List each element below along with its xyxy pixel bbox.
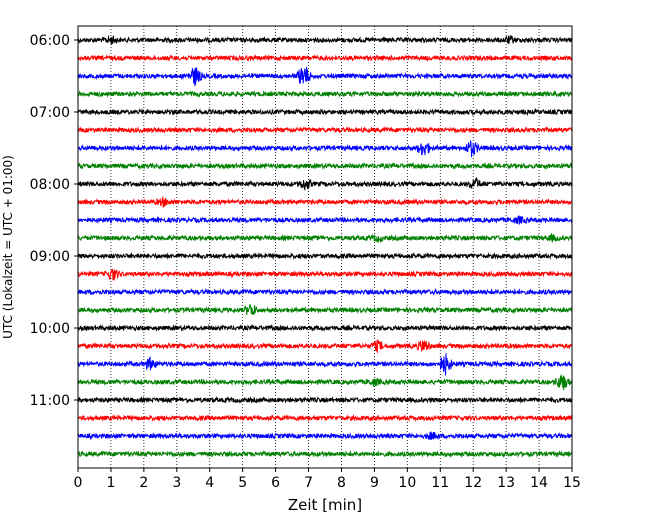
- x-tick-label: 8: [337, 475, 346, 491]
- x-tick-label: 2: [139, 475, 148, 491]
- x-tick-label: 13: [497, 475, 515, 491]
- trace-group: [77, 34, 573, 459]
- y-tick-label: 08:00: [30, 177, 70, 193]
- seismic-trace: [77, 414, 573, 423]
- y-tick-label: 06:00: [30, 33, 70, 49]
- seismic-trace: [77, 176, 573, 191]
- seismic-trace: [77, 323, 573, 332]
- seismic-trace: [77, 252, 573, 261]
- x-tick-label: 12: [464, 475, 482, 491]
- x-tick-label: 4: [205, 475, 214, 491]
- seismic-trace: [77, 195, 573, 208]
- seismic-trace: [77, 395, 573, 404]
- seismic-trace: [77, 66, 573, 87]
- seismic-trace: [77, 449, 573, 459]
- seismic-trace: [77, 339, 573, 354]
- y-tick-label: 10:00: [30, 321, 70, 337]
- y-tick-label: 11:00: [30, 393, 70, 409]
- y-tick-label: 09:00: [30, 249, 70, 265]
- y-axis-label: UTC (Lokalzeit = UTC + 01:00): [1, 155, 15, 339]
- plot-frame: [77, 25, 573, 469]
- seismic-trace: [77, 374, 573, 391]
- seismic-trace: [77, 53, 573, 63]
- seismic-trace: [77, 125, 573, 134]
- seismic-trace: [77, 161, 573, 171]
- x-tick-label: 14: [530, 475, 548, 491]
- seismic-trace: [77, 268, 573, 281]
- x-axis-label: Zeit [min]: [288, 496, 362, 514]
- seismic-trace: [77, 303, 573, 316]
- y-axis-ticks: 06:00 07:00 08:00 09:00 10:00 11:00: [30, 33, 78, 409]
- seismic-trace: [77, 431, 573, 441]
- y-tick-label: 07:00: [30, 105, 70, 121]
- seismic-trace: [77, 353, 573, 376]
- seismic-trace: [77, 232, 573, 244]
- seismic-trace: [77, 89, 573, 99]
- seismic-trace: [77, 140, 573, 158]
- seismic-trace: [77, 107, 573, 117]
- x-tick-label: 11: [431, 475, 449, 491]
- x-tick-label: 9: [370, 475, 379, 491]
- x-tick-label: 0: [74, 475, 83, 491]
- x-tick-label: 3: [172, 475, 181, 491]
- x-tick-label: 1: [106, 475, 115, 491]
- x-axis-ticks: 0 1 2 3 4 5 6 7 8 9 10 11 12 13 14 15: [74, 468, 581, 491]
- seismic-trace: [77, 215, 573, 225]
- x-tick-label: 15: [563, 475, 581, 491]
- x-tick-label: 10: [398, 475, 416, 491]
- x-tick-label: 6: [271, 475, 280, 491]
- seismic-trace: [77, 287, 573, 296]
- x-tick-label: 7: [304, 475, 313, 491]
- seismic-trace: [77, 34, 573, 45]
- x-tick-label: 5: [238, 475, 247, 491]
